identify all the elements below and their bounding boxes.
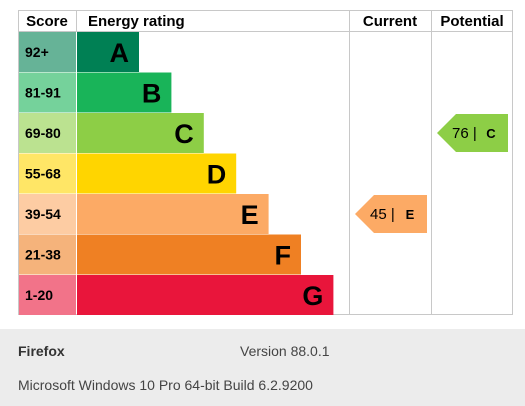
header-score: Score: [26, 13, 68, 30]
score-label-e: 39-54: [25, 206, 61, 222]
browser-version: Version 88.0.1: [240, 343, 330, 359]
score-label-c: 69-80: [25, 125, 61, 141]
band-letter-e: E: [241, 200, 259, 230]
band-c: 69-80 C: [19, 113, 204, 153]
score-label-a: 92+: [25, 44, 49, 60]
band-g: 1-20 G: [19, 275, 333, 315]
band-a: 92+ A: [19, 32, 139, 72]
os-info: Microsoft Windows 10 Pro 64-bit Build 6.…: [18, 377, 313, 393]
band-b: 81-91 B: [19, 73, 171, 113]
band-d: 55-68 D: [19, 154, 236, 194]
header-potential: Potential: [440, 13, 503, 30]
band-letter-a: A: [110, 38, 130, 68]
band-letter-c: C: [174, 119, 194, 149]
bar-a: [77, 32, 139, 72]
current-letter: E: [406, 207, 415, 222]
band-e: 39-54 E: [19, 194, 269, 234]
rating-bands: 92+ A 81-91 B 69-80 C 55-68 D 39-54 E 21-38 F 1-20 G: [19, 32, 333, 315]
browser-name: Firefox: [18, 343, 65, 359]
header-energy-rating: Energy rating: [88, 13, 185, 30]
score-label-b: 81-91: [25, 85, 61, 101]
browser-info-footer: Firefox Version 88.0.1 Microsoft Windows…: [0, 329, 525, 406]
band-letter-g: G: [302, 281, 323, 311]
current-value: 45 |: [370, 206, 395, 223]
energy-rating-chart: Score Energy rating Current Potential 92…: [0, 0, 525, 330]
score-label-g: 1-20: [25, 287, 53, 303]
potential-value: 76 |: [452, 125, 477, 142]
band-letter-f: F: [275, 241, 292, 271]
bar-g: [77, 275, 333, 315]
potential-rating-marker: 76 | C: [437, 114, 508, 152]
potential-letter: C: [486, 126, 496, 141]
current-rating-marker: 45 | E: [355, 195, 427, 233]
score-label-d: 55-68: [25, 166, 61, 182]
band-letter-d: D: [207, 160, 227, 190]
score-label-f: 21-38: [25, 247, 61, 263]
bar-f: [77, 235, 301, 275]
band-f: 21-38 F: [19, 235, 301, 275]
header-current: Current: [363, 13, 417, 30]
band-letter-b: B: [142, 79, 162, 109]
